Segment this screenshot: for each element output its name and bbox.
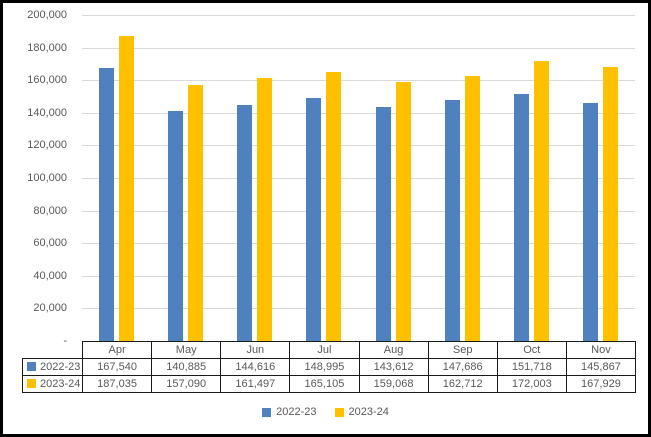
table-column-header-jun: Jun bbox=[220, 341, 291, 359]
y-axis-tick-label: 140,000 bbox=[27, 106, 67, 119]
table-row-2023-24: 2023-24 187,035 157,090 161,497 165,105 159,0… bbox=[22, 375, 637, 393]
bar-2022-23-oct bbox=[513, 94, 529, 341]
legend-swatch-icon bbox=[334, 407, 344, 417]
bar-2023-24-aug bbox=[395, 82, 411, 341]
bar-2022-23-may bbox=[168, 111, 184, 341]
legend: 2022-23 2023-24 bbox=[3, 406, 648, 418]
table-column-header-oct: Oct bbox=[496, 341, 567, 359]
legend-key-icon bbox=[27, 379, 36, 388]
y-axis-tick-label: 200,000 bbox=[27, 9, 67, 21]
table-column-header-nov: Nov bbox=[565, 341, 637, 359]
gridline bbox=[82, 243, 635, 245]
table-column-header-aug: Aug bbox=[358, 341, 429, 359]
legend-key-icon bbox=[27, 362, 36, 371]
table-row-2022-23: 2022-23 167,540 140,885 144,616 148,995 143,6… bbox=[22, 358, 637, 376]
legend-item-2022-23: 2022-23 bbox=[262, 406, 317, 418]
y-axis-tick-label: 100,000 bbox=[27, 172, 67, 184]
bar-2022-23-nov bbox=[582, 103, 598, 341]
legend-label: 2023-24 bbox=[348, 406, 389, 418]
data-table: Apr May Jun Jul Aug Sep Oct Nov 2022-23 167,540 14… bbox=[22, 341, 637, 393]
table-column-header-sep: Sep bbox=[427, 341, 498, 359]
table-corner-blank bbox=[23, 342, 83, 359]
bar-2023-24-jul bbox=[326, 72, 342, 341]
y-axis-tick-label: 60,000 bbox=[33, 237, 67, 250]
y-axis-tick-label: 120,000 bbox=[27, 139, 67, 152]
table-row-header-2023-24: 2023-24 bbox=[22, 375, 83, 393]
gridline bbox=[82, 178, 635, 179]
table-cell-2023-24-jul: 165,105 bbox=[289, 375, 360, 393]
y-axis-tick-label: 40,000 bbox=[33, 269, 67, 282]
legend-item-2023-24: 2023-24 bbox=[334, 406, 389, 418]
bar-2023-24-nov bbox=[602, 67, 618, 341]
gridline bbox=[82, 145, 635, 147]
bar-2023-24-may bbox=[188, 85, 204, 341]
gridline bbox=[82, 15, 635, 16]
bar-2022-23-apr bbox=[99, 68, 115, 341]
table-cell-2022-23-oct: 151,718 bbox=[496, 358, 567, 376]
table-cell-2023-24-may: 157,090 bbox=[151, 375, 222, 393]
bar-2022-23-jul bbox=[306, 98, 322, 341]
bar-2023-24-sep bbox=[464, 76, 480, 341]
table-cell-2023-24-apr: 187,035 bbox=[81, 375, 153, 393]
table-cell-2022-23-apr: 167,540 bbox=[81, 358, 153, 376]
y-axis-tick-label: 180,000 bbox=[27, 41, 67, 54]
table-cell-2023-24-jun: 161,497 bbox=[220, 375, 291, 393]
table-cell-2023-24-aug: 159,068 bbox=[358, 375, 429, 393]
bar-2022-23-sep bbox=[444, 100, 460, 341]
gridline bbox=[82, 210, 635, 212]
bar-2022-23-jun bbox=[237, 105, 253, 341]
y-axis-tick-label: 160,000 bbox=[27, 74, 67, 87]
table-cell-2022-23-sep: 147,686 bbox=[427, 358, 498, 376]
gridline bbox=[82, 275, 635, 277]
gridline bbox=[82, 80, 635, 82]
table-column-header-jul: Jul bbox=[289, 341, 360, 359]
gridline bbox=[82, 47, 635, 49]
table-column-header-may: May bbox=[151, 341, 222, 359]
y-axis-tick-label: 80,000 bbox=[33, 204, 67, 217]
table-row-header-2022-23: 2022-23 bbox=[22, 358, 83, 376]
table-cell-2022-23-aug: 143,612 bbox=[358, 358, 429, 376]
y-axis-tick-label: - bbox=[63, 335, 67, 347]
table-cell-2023-24-oct: 172,003 bbox=[496, 375, 567, 393]
bar-2022-23-aug bbox=[375, 107, 391, 341]
table-column-header-apr: Apr bbox=[81, 341, 153, 359]
legend-swatch-icon bbox=[262, 407, 272, 417]
y-axis-tick-label: 20,000 bbox=[33, 302, 67, 315]
bar-2023-24-apr bbox=[119, 36, 135, 341]
legend-label: 2022-23 bbox=[276, 406, 317, 418]
table-cell-2022-23-jul: 148,995 bbox=[289, 358, 360, 376]
gridline bbox=[82, 112, 635, 114]
table-cell-2023-24-sep: 162,712 bbox=[427, 375, 498, 393]
table-cell-2022-23-nov: 145,867 bbox=[565, 358, 637, 376]
bar-2023-24-jun bbox=[257, 78, 273, 341]
table-cell-2023-24-nov: 167,929 bbox=[565, 375, 637, 393]
table-cell-2022-23-may: 140,885 bbox=[151, 358, 222, 376]
gridline bbox=[82, 308, 635, 310]
table-cell-2022-23-jun: 144,616 bbox=[220, 358, 291, 376]
bar-2023-24-oct bbox=[533, 61, 549, 341]
